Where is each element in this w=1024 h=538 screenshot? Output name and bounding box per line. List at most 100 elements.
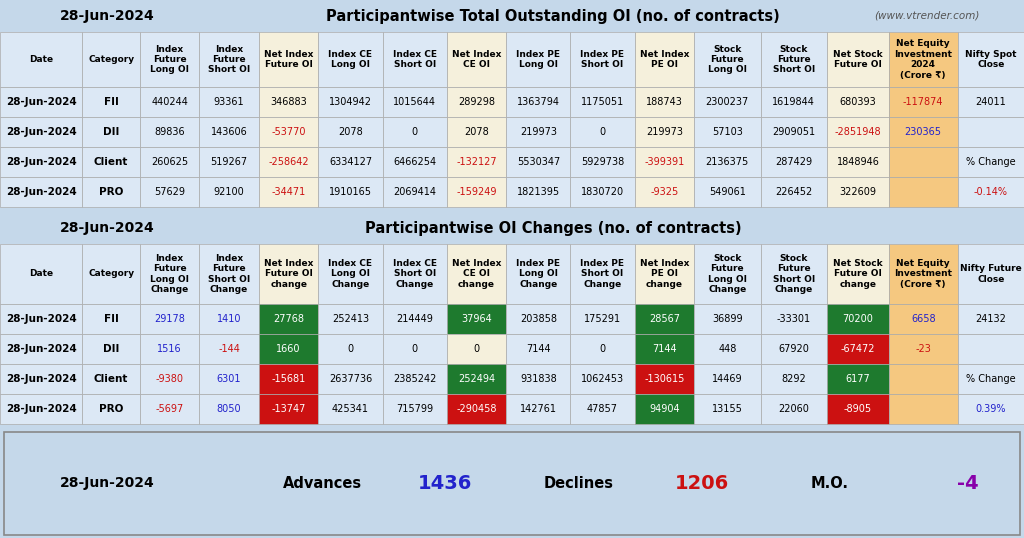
Bar (761, 117, 827, 147)
Bar (259, 32, 318, 87)
Text: 2069414: 2069414 (393, 187, 436, 197)
Text: Index PE
Short OI
Change: Index PE Short OI Change (581, 259, 625, 289)
Text: -67472: -67472 (841, 344, 876, 354)
Bar (570, 87, 635, 117)
Bar (761, 244, 827, 304)
Text: -15681: -15681 (271, 374, 306, 384)
Text: 89836: 89836 (155, 127, 185, 137)
Text: 37964: 37964 (461, 314, 492, 324)
Bar (761, 364, 827, 394)
Text: 28-Jun-2024: 28-Jun-2024 (6, 97, 77, 107)
Text: 1516: 1516 (158, 344, 182, 354)
Text: 143606: 143606 (211, 127, 248, 137)
Bar (506, 304, 570, 334)
Text: Participantwise OI Changes (no. of contracts): Participantwise OI Changes (no. of contr… (365, 221, 741, 236)
Bar (446, 32, 506, 87)
Text: Net Index
PE OI
change: Net Index PE OI change (640, 259, 689, 289)
Bar (383, 244, 446, 304)
Text: -144: -144 (218, 344, 240, 354)
Text: Net Stock
Future OI: Net Stock Future OI (834, 50, 883, 69)
Bar (383, 364, 446, 394)
Text: 28-Jun-2024: 28-Jun-2024 (6, 157, 77, 167)
Text: 260625: 260625 (151, 157, 188, 167)
Text: -13747: -13747 (271, 404, 306, 414)
Bar (200, 147, 259, 177)
Text: -130615: -130615 (644, 374, 684, 384)
Text: 57103: 57103 (712, 127, 742, 137)
Bar (570, 177, 635, 207)
Bar (139, 304, 200, 334)
Text: 322609: 322609 (840, 187, 877, 197)
Text: -5697: -5697 (156, 404, 183, 414)
Text: PRO: PRO (99, 187, 123, 197)
Bar (827, 117, 889, 147)
Bar (83, 32, 139, 87)
Text: 28-Jun-2024: 28-Jun-2024 (6, 314, 77, 324)
Text: 931838: 931838 (520, 374, 557, 384)
Bar (139, 117, 200, 147)
Text: 28-Jun-2024: 28-Jun-2024 (6, 127, 77, 137)
Bar (200, 32, 259, 87)
Text: Nifty Future
Close: Nifty Future Close (959, 264, 1022, 284)
Text: -23: -23 (915, 344, 931, 354)
Bar (0, 364, 83, 394)
Text: 14469: 14469 (712, 374, 742, 384)
Bar (0, 429, 1024, 538)
Text: 28-Jun-2024: 28-Jun-2024 (6, 404, 77, 414)
Bar (0, 0, 1024, 32)
Text: -117874: -117874 (903, 97, 943, 107)
Text: 1821395: 1821395 (517, 187, 560, 197)
Bar (318, 244, 383, 304)
Text: 1436: 1436 (418, 474, 473, 493)
Bar (383, 304, 446, 334)
Bar (635, 87, 694, 117)
Text: Net Stock
Future OI
change: Net Stock Future OI change (834, 259, 883, 289)
Bar (200, 334, 259, 364)
Text: DII: DII (103, 344, 119, 354)
Bar (139, 32, 200, 87)
Text: 13155: 13155 (712, 404, 742, 414)
Text: Net Index
CE OI: Net Index CE OI (452, 50, 501, 69)
Text: 715799: 715799 (396, 404, 433, 414)
Text: 28-Jun-2024: 28-Jun-2024 (60, 477, 155, 491)
Text: 2909051: 2909051 (772, 127, 815, 137)
Bar (506, 364, 570, 394)
Bar (0, 244, 83, 304)
Bar (889, 32, 957, 87)
Bar (318, 334, 383, 364)
Text: 289298: 289298 (458, 97, 495, 107)
Text: 203858: 203858 (520, 314, 557, 324)
Text: -399391: -399391 (644, 157, 684, 167)
Bar (635, 32, 694, 87)
Bar (318, 87, 383, 117)
Text: Index
Future
Long OI
Change: Index Future Long OI Change (151, 254, 189, 294)
Bar (694, 147, 761, 177)
Bar (889, 117, 957, 147)
Text: FII: FII (103, 97, 119, 107)
Bar (957, 32, 1024, 87)
Text: -4: -4 (956, 474, 979, 493)
Bar (259, 394, 318, 424)
Bar (827, 244, 889, 304)
Text: 28-Jun-2024: 28-Jun-2024 (60, 9, 155, 23)
Bar (318, 394, 383, 424)
Text: Index CE
Short OI: Index CE Short OI (392, 50, 436, 69)
Bar (383, 87, 446, 117)
Bar (446, 304, 506, 334)
Bar (0, 429, 1024, 538)
Bar (139, 334, 200, 364)
Text: Index PE
Short OI: Index PE Short OI (581, 50, 625, 69)
Bar (889, 87, 957, 117)
Bar (570, 364, 635, 394)
Text: 28-Jun-2024: 28-Jun-2024 (6, 344, 77, 354)
Text: 1206: 1206 (675, 474, 728, 493)
Text: 219973: 219973 (646, 127, 683, 137)
Bar (957, 87, 1024, 117)
Text: -132127: -132127 (456, 157, 497, 167)
Text: 29178: 29178 (154, 314, 185, 324)
Bar (570, 117, 635, 147)
Bar (827, 177, 889, 207)
Text: 519267: 519267 (211, 157, 248, 167)
Bar (827, 32, 889, 87)
Bar (635, 147, 694, 177)
